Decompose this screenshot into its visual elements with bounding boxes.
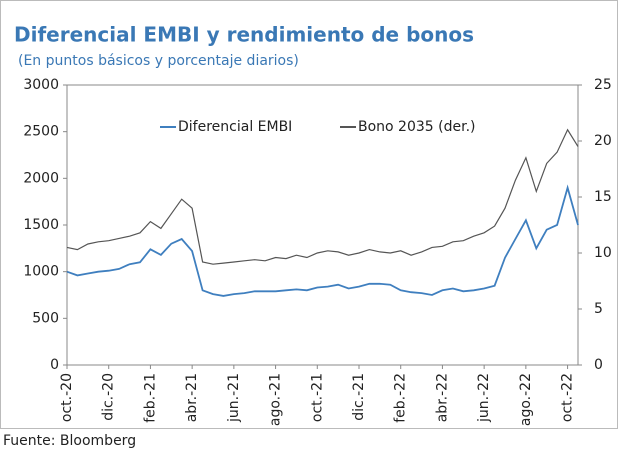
x-tick-label: oct.-22: [560, 373, 576, 422]
y2-tick-label: 5: [594, 301, 603, 317]
x-tick-label: oct.-21: [309, 373, 325, 422]
x-tick-label: feb.-21: [142, 373, 158, 423]
y-tick-label: 3000: [23, 77, 59, 93]
line-series: [66, 128, 579, 265]
x-tick-label: abr.-22: [434, 373, 450, 422]
y-tick-label: 1500: [23, 217, 59, 233]
y-tick-label: 500: [32, 310, 59, 326]
chart-subtitle: (En puntos básicos y porcentaje diarios): [18, 53, 299, 69]
x-tick-label: ago.-22: [518, 373, 534, 426]
line-series: [66, 184, 579, 297]
y2-tick-label: 0: [594, 357, 603, 373]
x-tick-label: jun.-21: [226, 373, 242, 423]
x-tick-label: ago.-21: [268, 373, 284, 426]
x-tick-label: abr.-21: [184, 373, 200, 422]
y-tick-label: 0: [50, 357, 59, 373]
source: Fuente: Bloomberg: [3, 433, 136, 449]
y-tick-label: 1000: [23, 264, 59, 280]
y2-tick-label: 15: [594, 189, 612, 205]
x-tick-label: feb.-22: [393, 373, 409, 423]
x-tick-label: jun.-22: [476, 373, 492, 423]
y2-tick-label: 25: [594, 77, 612, 93]
x-tick-label: dic.-21: [351, 373, 367, 421]
plot-frame: [66, 84, 579, 366]
y2-tick-label: 20: [594, 133, 612, 149]
legend-label: Bono 2035 (der.): [358, 119, 475, 135]
y-tick-label: 2000: [23, 170, 59, 186]
x-tick-label: dic.-20: [101, 373, 117, 421]
chart-title: Diferencial EMBI y rendimiento de bonos: [14, 23, 474, 47]
legend-label: Diferencial EMBI: [178, 119, 292, 135]
y-tick-label: 2500: [23, 124, 59, 140]
y2-tick-label: 10: [594, 245, 612, 261]
x-tick-label: oct.-20: [59, 373, 75, 422]
